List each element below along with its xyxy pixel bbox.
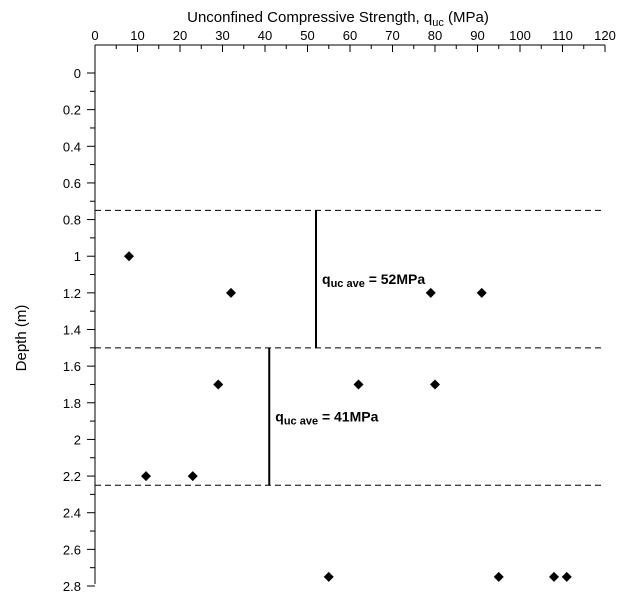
y-tick-label: 1.8 — [63, 396, 81, 411]
y-tick-label: 0.2 — [63, 103, 81, 118]
y-tick-label: 0.8 — [63, 213, 81, 228]
data-point — [141, 471, 151, 482]
y-tick-label: 2.6 — [63, 542, 81, 557]
data-point — [561, 571, 572, 582]
data-point — [187, 471, 198, 482]
x-tick-label: 120 — [594, 28, 616, 43]
y-tick-label: 0.4 — [63, 139, 81, 154]
data-point — [213, 379, 224, 390]
x-tick-label: 50 — [300, 28, 314, 43]
data-point — [549, 571, 559, 582]
data-point — [323, 571, 334, 582]
y-axis-title: Depth (m) — [13, 305, 30, 372]
y-tick-label: 1 — [74, 249, 81, 264]
x-tick-label: 90 — [470, 28, 484, 43]
data-point — [124, 251, 134, 262]
y-tick-label: 2.8 — [63, 579, 81, 594]
x-tick-label: 60 — [343, 28, 357, 43]
y-tick-label: 0.6 — [63, 176, 81, 191]
average-label: quc ave = 52MPa — [322, 271, 425, 290]
y-tick-label: 1.6 — [63, 359, 81, 374]
data-point — [493, 571, 504, 582]
data-point — [430, 379, 440, 390]
y-tick-label: 0 — [74, 66, 81, 81]
average-annotations: quc ave = 52MPa quc ave = 41MPa — [268, 210, 425, 486]
data-point — [476, 287, 487, 298]
x-tick-label: 30 — [215, 28, 229, 43]
x-tick-label: 110 — [552, 28, 573, 43]
x-axis-title: Unconfined Compressive Strength, quc (MP… — [187, 9, 489, 29]
x-tick-label: 80 — [428, 28, 442, 43]
y-tick-label: 2 — [74, 432, 81, 447]
data-point — [353, 379, 364, 390]
data-point — [425, 287, 436, 298]
x-tick-label: 0 — [91, 28, 98, 43]
x-tick-label: 10 — [130, 28, 144, 43]
data-point — [226, 287, 236, 298]
x-tick-label: 70 — [385, 28, 399, 43]
y-tick-label: 1.2 — [63, 286, 81, 301]
data-points — [124, 251, 572, 582]
y-tick-label: 1.4 — [63, 323, 81, 338]
axes: 0 10 20 30 40 50 60 70 80 90 100 110 120 0 0.2 0.4 0.6 0.… — [63, 28, 616, 594]
y-tick-label: 2.4 — [63, 506, 81, 521]
y-tick-label: 2.2 — [63, 469, 81, 484]
layer-boundaries — [95, 209, 605, 486]
x-tick-label: 40 — [258, 28, 272, 43]
x-tick-label: 20 — [173, 28, 187, 43]
average-label: quc ave = 41MPa — [275, 409, 378, 428]
x-tick-label: 100 — [509, 28, 531, 43]
